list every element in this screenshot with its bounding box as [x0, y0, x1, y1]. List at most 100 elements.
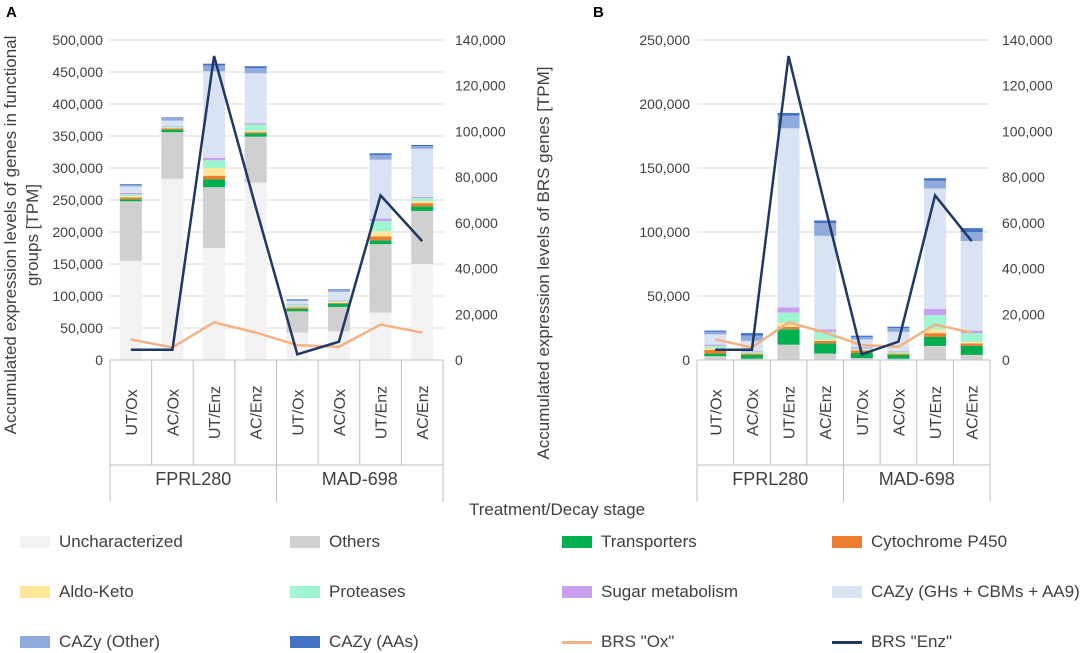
- y-tick-label: 50,000: [647, 288, 690, 304]
- y-tick-label: 250,000: [52, 192, 103, 208]
- bar-segment-cazy-other-: [411, 146, 434, 149]
- legend-item: Uncharacterized: [20, 532, 183, 552]
- group-label: FPRL280: [732, 469, 808, 489]
- bar-segment-others: [244, 136, 267, 183]
- legend-label: Proteases: [329, 582, 406, 601]
- category-label: AC/Ox: [891, 389, 908, 436]
- y-tick-label: 350,000: [52, 128, 103, 144]
- bar-segment-cazy-aas-: [960, 228, 983, 232]
- bar-segment-cazy-ghs-cbms-aa9-: [244, 73, 267, 124]
- legend-item: BRS "Enz": [832, 632, 952, 652]
- bar-segment-sugar-metabolism: [777, 307, 800, 313]
- bar-segment-aldo-keto: [887, 352, 910, 354]
- legend-item: Proteases: [290, 582, 406, 602]
- legend-label: CAZy (Other): [59, 632, 161, 651]
- bar-segment-sugar-metabolism: [119, 192, 142, 195]
- legend-swatch: [290, 586, 320, 598]
- category-label: UT/Enz: [207, 386, 224, 439]
- y2-tick-label: 120,000: [455, 78, 506, 94]
- bar-segment-cytochrome-p450: [887, 353, 910, 355]
- bar-segment-cazy-aas-: [850, 335, 873, 337]
- legend-item: CAZy (GHs + CBMs + AA9): [832, 582, 1080, 602]
- bar-segment-proteases: [777, 312, 800, 323]
- bar-segment-proteases: [244, 124, 267, 131]
- bar-segment-cazy-ghs-cbms-aa9-: [850, 339, 873, 348]
- bar-segment-aldo-keto: [924, 329, 947, 334]
- bar-segment-cazy-aas-: [887, 326, 910, 328]
- bar-segment-sugar-metabolism: [850, 347, 873, 349]
- y2-tick-label: 80,000: [1002, 169, 1045, 185]
- legend-label: Cytochrome P450: [871, 532, 1008, 551]
- bar-segment-cazy-aas-: [161, 117, 184, 119]
- y-tick-label: 450,000: [52, 64, 103, 80]
- y-tick-label: 150,000: [52, 256, 103, 272]
- y-tick-label: 200,000: [639, 96, 690, 112]
- y2-tick-label: 60,000: [1002, 215, 1045, 231]
- y2-tick-label: 120,000: [1002, 78, 1053, 94]
- legend-swatch: [20, 586, 50, 598]
- bar-segment-transporters: [286, 308, 309, 312]
- category-label: UT/Enz: [374, 386, 391, 439]
- y-tick-label: 50,000: [60, 320, 103, 336]
- bar-segment-cazy-other-: [740, 335, 763, 341]
- bar-segment-sugar-metabolism: [411, 196, 434, 199]
- bar-segment-proteases: [119, 194, 142, 197]
- line-brs-ox: [715, 320, 972, 349]
- legend-item: Sugar metabolism: [562, 582, 738, 602]
- bar-segment-uncharacterized: [411, 264, 434, 360]
- legend-item: Transporters: [562, 532, 697, 552]
- y-tick-label: 0: [95, 352, 103, 368]
- bar-segment-cytochrome-p450: [960, 343, 983, 346]
- bar-segment-transporters: [327, 303, 350, 307]
- bar-segment-cytochrome-p450: [161, 128, 184, 130]
- y-tick-label: 200,000: [52, 224, 103, 240]
- bar-segment-aldo-keto: [777, 322, 800, 327]
- bar-segment-cazy-other-: [924, 180, 947, 189]
- bar-segment-sugar-metabolism: [161, 126, 184, 128]
- bar-segment-sugar-metabolism: [244, 123, 267, 125]
- bar-segment-others: [411, 210, 434, 264]
- bar-segment-cazy-other-: [960, 232, 983, 241]
- bar-segment-cazy-other-: [369, 155, 392, 160]
- y-tick-label: 100,000: [639, 224, 690, 240]
- bar-segment-cazy-other-: [119, 184, 142, 187]
- bar-segment-cazy-ghs-cbms-aa9-: [777, 128, 800, 308]
- y2-tick-label: 80,000: [455, 169, 498, 185]
- legend: Uncharacterized Others Transporters Cytochr…: [0, 528, 1084, 653]
- bar-segment-cazy-other-: [203, 65, 226, 72]
- y2-tick-label: 20,000: [455, 306, 498, 322]
- bar-segment-cytochrome-p450: [740, 353, 763, 355]
- bar-segment-sugar-metabolism: [924, 308, 947, 316]
- y2-tick-label: 100,000: [1002, 123, 1053, 139]
- legend-label: Aldo-Keto: [59, 582, 134, 601]
- y-tick-label: 0: [682, 352, 690, 368]
- y-tick-label: 300,000: [52, 160, 103, 176]
- y2-tick-label: 20,000: [1002, 306, 1045, 322]
- y2-tick-label: 60,000: [455, 215, 498, 231]
- bar-segment-transporters: [924, 336, 947, 346]
- bar-segment-aldo-keto: [814, 339, 837, 341]
- legend-item: Cytochrome P450: [832, 532, 1007, 552]
- legend-label: Others: [329, 532, 381, 551]
- bar-segment-transporters: [119, 199, 142, 202]
- bar-segment-cazy-aas-: [244, 66, 267, 69]
- bar-segment-cazy-ghs-cbms-aa9-: [119, 186, 142, 193]
- bar-segment-sugar-metabolism: [887, 351, 910, 352]
- category-label: AC/Enz: [249, 385, 266, 439]
- y-tick-label: 400,000: [52, 96, 103, 112]
- legend-label: Uncharacterized: [59, 532, 183, 551]
- bar-segment-transporters: [369, 240, 392, 245]
- y2-tick-label: 40,000: [1002, 261, 1045, 277]
- bar-segment-cazy-other-: [327, 289, 350, 292]
- bar-segment-aldo-keto: [119, 196, 142, 198]
- bar-segment-cazy-ghs-cbms-aa9-: [369, 159, 392, 219]
- bar-segment-sugar-metabolism: [286, 304, 309, 305]
- bar-segment-cazy-aas-: [740, 333, 763, 336]
- legend-item: BRS "Ox": [562, 632, 674, 652]
- bar-segment-cytochrome-p450: [369, 236, 392, 241]
- legend-item: Others: [290, 532, 380, 552]
- bar-segment-cazy-aas-: [369, 153, 392, 156]
- category-label: AC/Enz: [415, 385, 432, 439]
- bar-segment-sugar-metabolism: [740, 351, 763, 352]
